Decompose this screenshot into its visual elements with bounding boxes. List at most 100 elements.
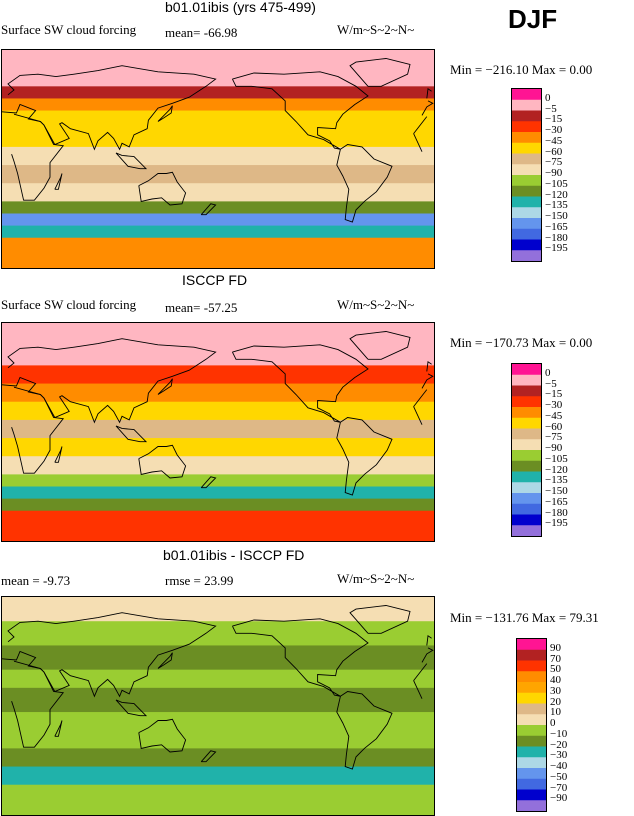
- zonal-band-5: [2, 146, 434, 166]
- colorbar-label-1: −5: [545, 102, 557, 115]
- panel3-map-svg: [2, 597, 434, 815]
- zonal-band-1: [2, 621, 434, 646]
- coastline-3-2: [413, 663, 428, 681]
- colorbar-label-13: −180: [545, 231, 568, 244]
- zonal-band-10: [2, 510, 434, 541]
- zonal-band-4: [2, 687, 434, 713]
- coastline-2-0: [421, 373, 434, 389]
- panel2-range: Min = −170.73 Max = 0.00: [450, 335, 593, 350]
- coastline-3-2: [413, 389, 428, 407]
- colorbar-swatch-12: [512, 218, 541, 230]
- colorbar-label-11: −150: [545, 210, 568, 222]
- colorbar-swatch-9: [512, 185, 541, 197]
- zonal-band-2: [2, 383, 434, 403]
- panel2-units: W/m~S~2~N~: [337, 297, 415, 312]
- colorbar-swatch-15: [512, 525, 541, 536]
- colorbar-label-12: −165: [545, 220, 568, 233]
- zonal-band-8: [2, 201, 434, 214]
- zonal-band-9: [2, 213, 434, 227]
- colorbar-label-4: 30: [550, 684, 561, 697]
- zonal-band-7: [2, 474, 434, 487]
- colorbar-label-7: −90: [545, 442, 563, 454]
- colorbar-swatch-14: [512, 514, 541, 526]
- coastline-9-0: [54, 720, 63, 737]
- coastline-6-0: [115, 152, 148, 170]
- zonal-band-5: [2, 712, 434, 731]
- colorbar-swatch-0: [517, 639, 546, 651]
- colorbar-swatch-11: [512, 482, 541, 494]
- colorbar-label-0: 90: [550, 641, 561, 654]
- colorbar-label-12: −165: [545, 495, 568, 508]
- coastline-4-0: [138, 171, 187, 206]
- colorbar-label-9: −120: [545, 463, 568, 476]
- coastline-1-0: [336, 691, 393, 770]
- panel3-colorbar-svg: [517, 639, 546, 811]
- coastline-3-1: [11, 113, 65, 201]
- zonal-band-10: [2, 225, 434, 239]
- coastline-7-0: [157, 378, 173, 395]
- panel2-colorbar-svg: [512, 364, 541, 536]
- colorbar-swatch-1: [512, 374, 541, 386]
- coastline-7-0: [157, 105, 173, 122]
- zonal-band-3: [2, 669, 434, 689]
- panel1-units: W/m~S~2~N~: [337, 22, 415, 37]
- colorbar-label-4: −45: [545, 409, 563, 422]
- colorbar-label-1: −5: [545, 377, 557, 390]
- colorbar-label-8: −105: [545, 177, 568, 190]
- zonal-band-7: [2, 748, 434, 768]
- colorbar-swatch-10: [512, 471, 541, 483]
- colorbar-swatch-1: [517, 649, 546, 661]
- colorbar-swatch-2: [512, 385, 541, 397]
- colorbar-swatch-14: [517, 789, 546, 801]
- zonal-band-0: [2, 50, 434, 87]
- coastline-3-0: [413, 680, 423, 699]
- coastline-9-0: [54, 446, 63, 463]
- coastline-6-0: [115, 699, 148, 717]
- coastline-2-0: [421, 100, 434, 116]
- coastline-3-0: [413, 406, 423, 425]
- zonal-band-3: [2, 401, 434, 421]
- zonal-band-6: [2, 165, 434, 184]
- zonal-band-1: [2, 365, 434, 385]
- coastline-1-0: [336, 417, 393, 496]
- colorbar-label-14: −195: [545, 517, 568, 530]
- colorbar-label-4: −45: [545, 134, 563, 147]
- colorbar-label-9: −120: [545, 188, 568, 201]
- zonal-band-11: [2, 237, 434, 268]
- colorbar-swatch-8: [517, 725, 546, 737]
- colorbar-swatch-0: [512, 89, 541, 101]
- colorbar-swatch-9: [512, 460, 541, 472]
- panel3-title: b01.01ibis - ISCCP FD: [163, 547, 305, 563]
- coastline-6-0: [115, 425, 148, 443]
- colorbar-swatch-13: [512, 228, 541, 240]
- colorbar-label-12: −50: [550, 770, 568, 783]
- colorbar-swatch-5: [512, 142, 541, 154]
- zonal-band-6: [2, 730, 434, 749]
- panel1-title: b01.01ibis (yrs 475-499): [165, 0, 316, 15]
- colorbar-label-7: −90: [545, 167, 563, 179]
- colorbar-label-10: −135: [545, 199, 568, 212]
- colorbar-swatch-13: [512, 503, 541, 515]
- coastline-4-0: [138, 718, 187, 753]
- panel3-map: [1, 596, 435, 816]
- colorbar-label-6: 10: [550, 706, 561, 719]
- coastline-5-0: [349, 58, 411, 87]
- colorbar-label-14: −195: [545, 242, 568, 255]
- colorbar-label-11: −150: [545, 485, 568, 497]
- colorbar-swatch-4: [512, 407, 541, 419]
- colorbar-label-5: −60: [545, 145, 563, 158]
- zonal-band-4: [2, 128, 434, 148]
- zonal-band-4: [2, 419, 434, 439]
- colorbar-label-8: −105: [545, 452, 568, 465]
- zonal-band-5: [2, 438, 434, 457]
- colorbar-swatch-11: [512, 207, 541, 219]
- zonal-band-9: [2, 784, 434, 815]
- coastline-10-0: [200, 750, 217, 763]
- colorbar-swatch-15: [512, 250, 541, 261]
- colorbar-label-3: −30: [545, 399, 563, 411]
- colorbar-swatch-10: [512, 196, 541, 208]
- panel1-map: [1, 49, 435, 269]
- colorbar-label-10: −30: [550, 749, 568, 762]
- coastline-0-0: [231, 344, 369, 423]
- coastline-3-2: [413, 116, 428, 134]
